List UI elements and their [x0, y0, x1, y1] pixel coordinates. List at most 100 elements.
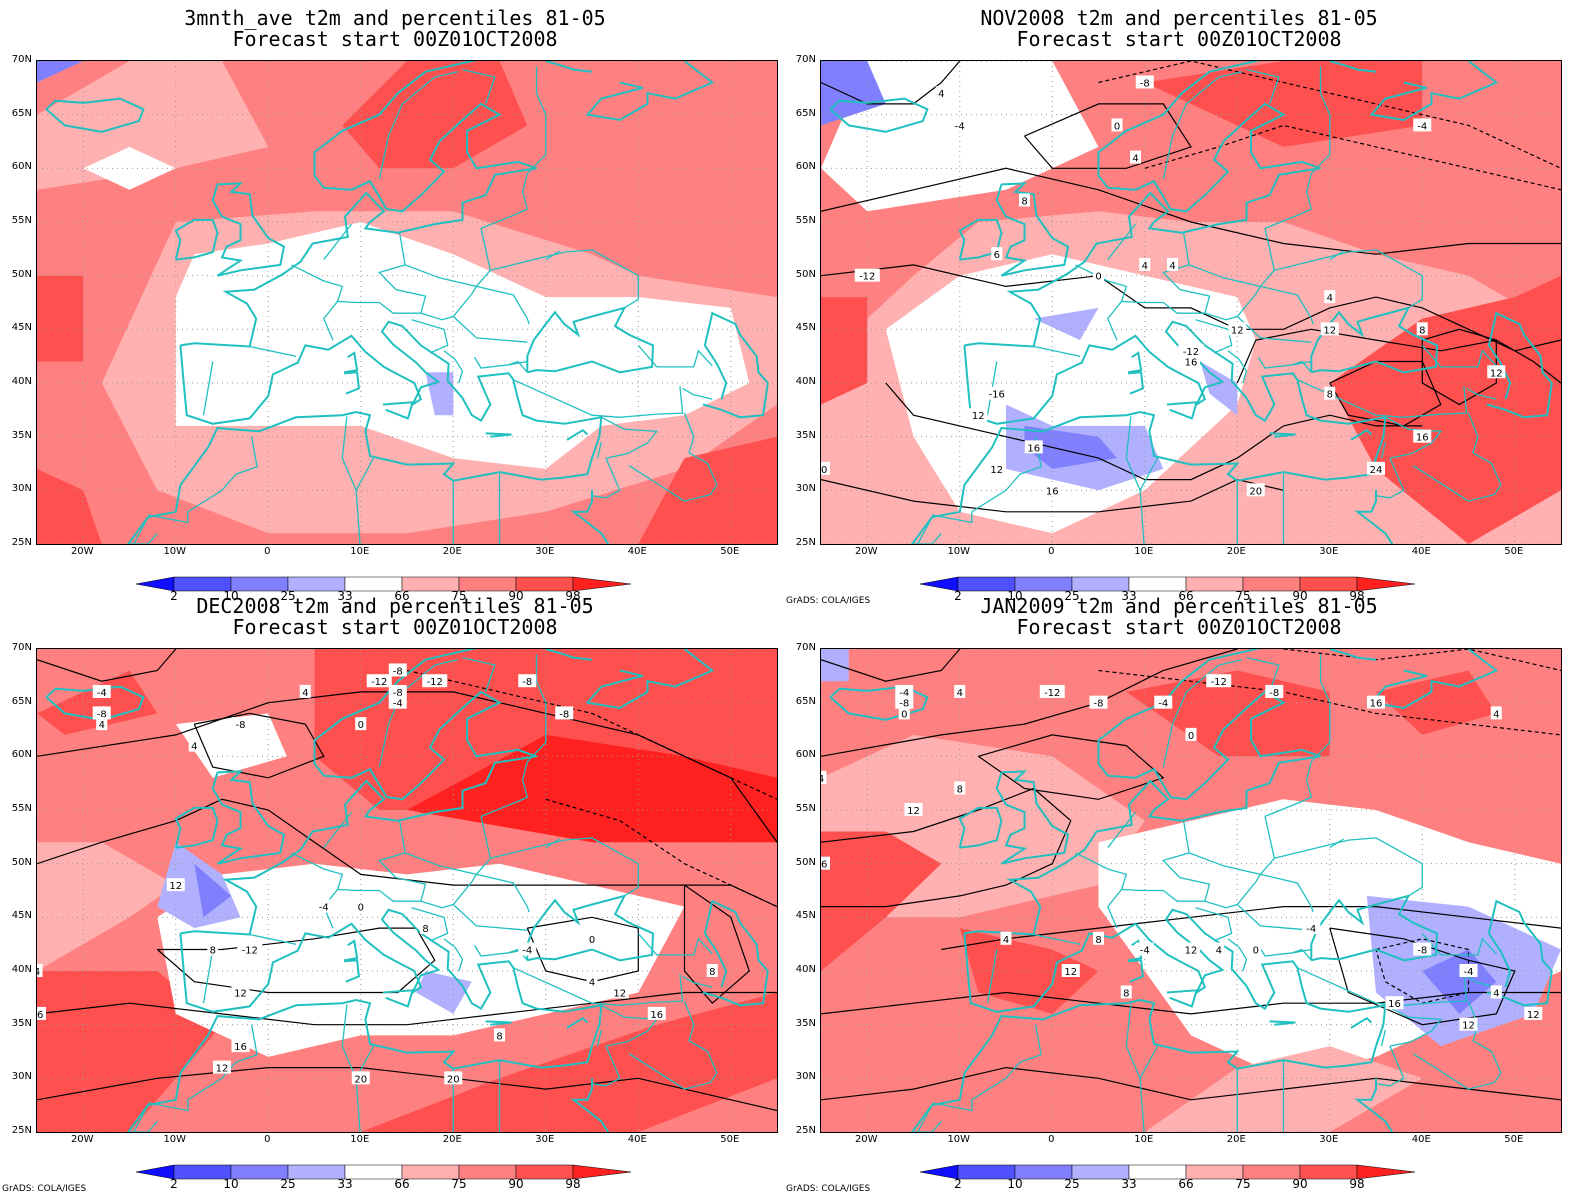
contour-label: 20	[1249, 486, 1262, 497]
contour-label-bg	[1154, 695, 1173, 709]
coastline	[545, 649, 593, 661]
coastline	[910, 320, 1387, 544]
contour-label-bg	[518, 942, 537, 956]
country-border	[411, 319, 449, 354]
lat-tick-label: 50N	[795, 268, 816, 280]
contour-label: 16	[1185, 358, 1198, 369]
country-border	[291, 264, 344, 341]
contour-label-bg	[1093, 268, 1104, 282]
contour-line	[1098, 61, 1561, 169]
lat-tick-label: 55N	[795, 803, 816, 814]
contour-label: 12	[1231, 325, 1244, 336]
contour-label: -8	[393, 666, 403, 677]
country-border	[443, 938, 464, 972]
contour-label: 8	[496, 1031, 502, 1042]
lat-tick-label: 60N	[795, 161, 816, 173]
contour-label-bg	[904, 803, 923, 816]
country-border	[931, 1099, 973, 1112]
contour-label: 4	[1132, 154, 1138, 165]
contour-label: -8	[522, 677, 532, 688]
coastline	[570, 490, 610, 544]
coastline	[343, 351, 359, 374]
country-border	[1375, 1045, 1405, 1087]
lat-tick-label: 25N	[11, 1125, 32, 1136]
contour-label-bg	[706, 964, 718, 977]
lon-tick-label: 30E	[535, 1134, 555, 1145]
contour-label: 8	[709, 967, 715, 978]
lat-tick-label: 60N	[11, 749, 32, 761]
contour-label-bg	[895, 684, 914, 698]
contour-label: 0	[1095, 272, 1101, 283]
contour-line	[821, 649, 961, 682]
colorbar-tick-label: 75	[1235, 1177, 1251, 1191]
country-border	[1329, 838, 1344, 849]
colorbar-tick-label: 98	[565, 589, 581, 603]
country-border	[1121, 820, 1211, 902]
lat-tick-label: 55N	[795, 215, 816, 226]
contour-label-bg	[1120, 985, 1132, 999]
contour-label: -4	[899, 688, 909, 699]
country-border	[637, 344, 713, 368]
country-border	[473, 944, 528, 957]
map-area: 4-8-404-486-1240441212816-1612201612-121…	[820, 60, 1562, 545]
contour-label-bg	[92, 684, 111, 698]
country-border	[628, 465, 718, 502]
contour-label-bg	[1413, 942, 1432, 956]
shaded-region	[37, 468, 102, 544]
contour-line	[37, 991, 777, 1026]
coastline	[1128, 371, 1144, 395]
lon-tick-label: 0	[1048, 1134, 1055, 1145]
contour-label: 12	[1323, 325, 1336, 336]
contour-label-bg	[1385, 996, 1404, 1010]
grads-credit: GrADS: COLA/IGES	[2, 1184, 87, 1194]
map-svg	[37, 61, 777, 544]
map-panel-1: 3mnth_ave t2m and percentiles 81-05 Forec…	[0, 0, 790, 603]
lat-tick-label: 70N	[11, 54, 32, 65]
lon-tick-label: 40E	[1411, 546, 1431, 557]
contour-label-bg	[1413, 429, 1432, 443]
coastline	[382, 989, 414, 1008]
map-panel-2: NOV2008 t2m and percentiles 81-05 Forecas…	[784, 0, 1574, 606]
coastline	[1329, 649, 1377, 661]
contour-label: 16	[650, 1010, 663, 1021]
contour-label-bg	[166, 878, 185, 892]
country-border	[1188, 228, 1276, 288]
lat-tick-label: 60N	[795, 749, 816, 761]
contour-label: -4	[319, 903, 329, 914]
contour-label-bg	[610, 985, 629, 999]
lat-tick-label: 25N	[795, 1125, 816, 1136]
map-svg: 4-8-404-486-1240441212816-1612201612-121…	[821, 61, 1561, 544]
country-border	[1385, 416, 1443, 459]
map-panel-3: DEC2008 t2m and percentiles 81-05 Forecas…	[0, 588, 790, 1194]
country-border	[1264, 761, 1313, 818]
colorbar-tick-label: 10	[1007, 589, 1023, 603]
contour-label: -4	[955, 121, 965, 132]
lat-tick-label: 40N	[795, 964, 816, 975]
colorbar-tick-label: 2	[954, 1177, 962, 1191]
lat-tick-label: 35N	[795, 1017, 816, 1029]
coastline	[1486, 311, 1553, 419]
contour-label-bg	[96, 717, 108, 731]
contour-label: 16	[234, 1042, 247, 1053]
contour-line	[821, 167, 1561, 255]
coastline	[1350, 428, 1373, 441]
shaded-region	[1200, 361, 1238, 416]
contour-line	[683, 884, 750, 1005]
contour-label-bg	[1320, 322, 1339, 336]
coastline	[829, 685, 929, 721]
contour-label: -12	[1183, 347, 1199, 358]
coastline	[126, 320, 603, 544]
contour-label: 12	[169, 881, 182, 892]
contour-label-bg	[984, 386, 1010, 400]
country-border	[1375, 457, 1405, 499]
country-border	[637, 932, 713, 956]
lat-tick-label: 30N	[795, 1071, 816, 1083]
contour-label-bg	[213, 1060, 231, 1074]
country-border	[513, 967, 684, 1006]
contour-label-bg	[388, 663, 407, 677]
contour-label: -4	[522, 946, 532, 957]
lon-tick-label: 40E	[627, 1134, 647, 1145]
contour-label: 12	[1064, 967, 1077, 978]
contour-label: -8	[1140, 78, 1150, 89]
country-border	[341, 416, 357, 491]
